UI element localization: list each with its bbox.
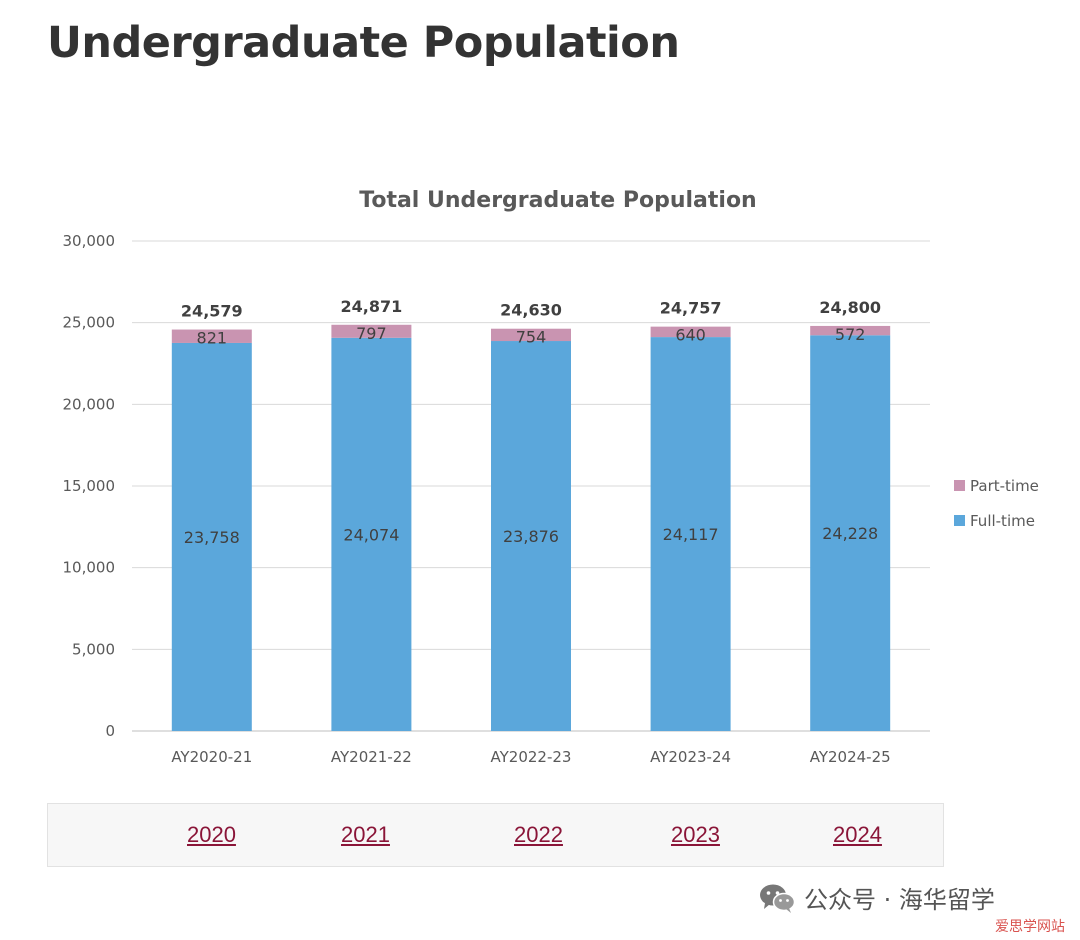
x-category-label: AY2023-24 [650, 748, 731, 766]
x-category-label: AY2021-22 [331, 748, 412, 766]
total-label: 24,871 [341, 297, 403, 316]
bar-full-time [650, 337, 731, 731]
data-label-full-time: 24,228 [822, 524, 878, 543]
y-tick-label: 20,000 [63, 395, 116, 413]
data-label-full-time: 23,876 [503, 527, 559, 546]
chart-title: Total Undergraduate Population [359, 188, 756, 213]
watermark-text: 公众号 · 海华留学 [804, 886, 995, 914]
bar-part-time [171, 329, 252, 343]
total-label: 24,579 [181, 302, 243, 321]
data-label-part-time: 821 [197, 329, 228, 348]
bar-part-time [650, 326, 731, 338]
x-axis-categories: AY2020-21 AY2021-22 AY2022-23 AY2023-24 AY20… [171, 748, 890, 766]
year-link-2022[interactable]: 2022 [514, 822, 563, 847]
data-label-part-time: 640 [675, 326, 706, 345]
year-link-2021[interactable]: 2021 [341, 822, 390, 847]
data-label-part-time: 797 [356, 324, 387, 343]
year-links-bar: 2020 2021 2022 2023 2024 [47, 803, 944, 867]
legend-label-full-time: Full-time [970, 512, 1035, 530]
data-label-full-time: 23,758 [184, 528, 240, 547]
bar-part-time [491, 328, 571, 342]
stacked-bar-chart: Total Undergraduate Population 0 5,000 10,… [63, 188, 1039, 766]
year-link-2024[interactable]: 2024 [833, 822, 882, 847]
bar-full-time [491, 341, 571, 731]
x-category-label: AY2020-21 [171, 748, 252, 766]
site-mark: 爱思学网站 [995, 919, 1065, 935]
y-tick-label: 30,000 [63, 232, 116, 250]
bar-part-time [810, 325, 891, 336]
total-label: 24,757 [660, 299, 722, 318]
legend-swatch-part-time [954, 480, 965, 491]
bar-part-time [331, 324, 412, 338]
data-label-full-time: 24,117 [663, 525, 719, 544]
legend-label-part-time: Part-time [970, 477, 1039, 495]
y-tick-label: 0 [105, 722, 115, 740]
year-link-2020[interactable]: 2020 [187, 822, 236, 847]
total-label: 24,630 [500, 301, 562, 320]
x-category-label: AY2024-25 [810, 748, 891, 766]
bars: 23,758 821 24,579 24,074 797 24,871 23,876 754 2… [171, 297, 891, 731]
bar-full-time [810, 335, 891, 731]
data-label-part-time: 572 [835, 325, 866, 344]
legend: Part-time Full-time [954, 477, 1039, 530]
wechat-icon [760, 884, 796, 913]
page-title: Undergraduate Population [47, 18, 680, 68]
legend-swatch-full-time [954, 515, 965, 526]
y-tick-label: 25,000 [63, 314, 116, 332]
data-label-part-time: 754 [516, 328, 547, 347]
x-category-label: AY2022-23 [491, 748, 572, 766]
data-label-full-time: 24,074 [343, 525, 399, 544]
total-label: 24,800 [819, 298, 881, 317]
bar-full-time [331, 337, 412, 731]
y-tick-label: 5,000 [72, 640, 115, 658]
y-tick-label: 15,000 [63, 477, 116, 495]
year-link-2023[interactable]: 2023 [671, 822, 720, 847]
y-tick-label: 10,000 [63, 559, 116, 577]
watermark: 公众号 · 海华留学 [758, 880, 995, 915]
y-axis-ticks: 0 5,000 10,000 15,000 20,000 25,000 30,000 [63, 232, 116, 740]
bar-full-time [171, 342, 252, 731]
